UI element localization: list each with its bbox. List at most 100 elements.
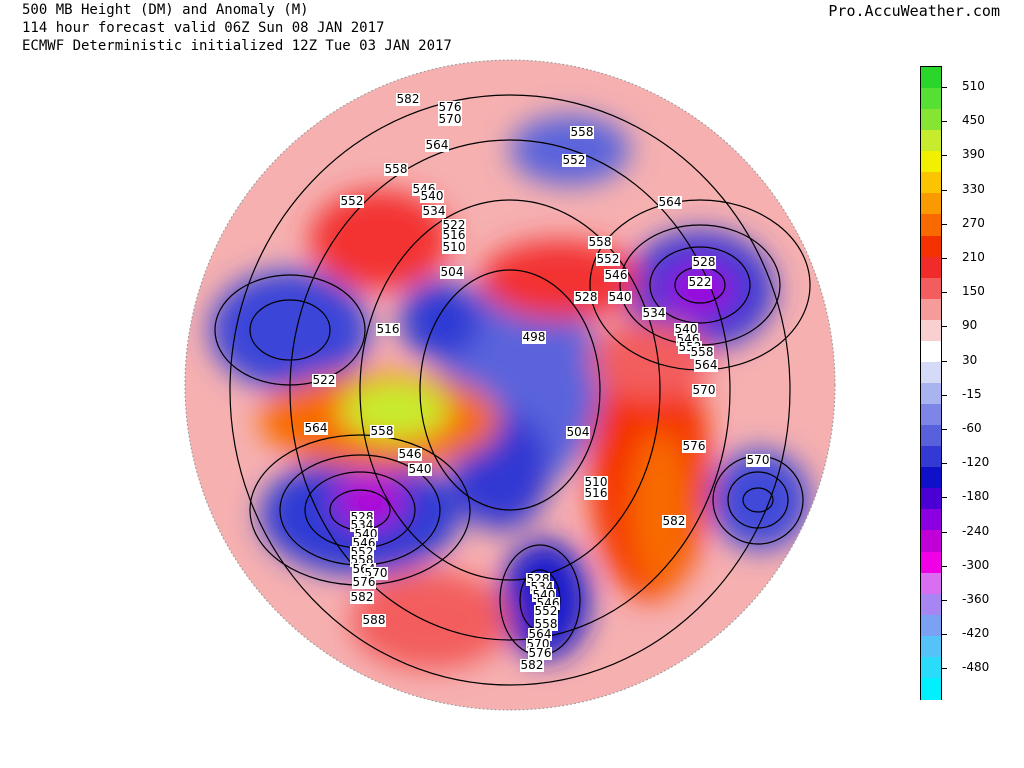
contour-label-text: 576 (683, 439, 706, 453)
contour-label-text: 564 (426, 138, 449, 152)
colorbar-label: -120 (962, 455, 990, 470)
colorbar-tick (942, 463, 947, 465)
colorbar-swatch (921, 467, 941, 490)
colorbar-swatch (921, 383, 941, 405)
colorbar-swatch (921, 551, 941, 574)
colorbar-tick (942, 121, 947, 123)
colorbar-swatch (921, 277, 941, 300)
colorbar-tick (942, 394, 947, 396)
contour-label-text: 534 (643, 306, 666, 320)
contour-label-text: 540 (675, 322, 698, 336)
contour-label-text: 540 (609, 290, 632, 304)
colorbar-swatch (921, 635, 941, 658)
colorbar-swatch (921, 340, 941, 363)
contour-label-text: 522 (313, 373, 336, 387)
contour-label: 540 (608, 290, 632, 304)
contour-label: 564 (425, 138, 449, 152)
contour-label: 546 (604, 268, 628, 282)
colorbar-swatch (921, 298, 941, 321)
colorbar-tick (942, 360, 947, 362)
colorbar-swatch (921, 319, 941, 342)
contour-label: 588 (362, 613, 386, 627)
contour-label-text: 576 (529, 646, 552, 660)
contour-label-text: 552 (341, 194, 364, 208)
contour-label: 576 (528, 646, 552, 660)
colorbar-tick (942, 634, 947, 636)
contour-label: 558 (370, 424, 394, 438)
colorbar-tick (942, 497, 947, 499)
colorbar-tick (942, 668, 947, 670)
colorbar-swatch (921, 235, 941, 258)
colorbar-label: 210 (962, 250, 985, 264)
colorbar-label: 390 (962, 147, 985, 162)
contour-label: 582 (662, 514, 686, 528)
colorbar-swatch (921, 130, 941, 153)
contour-label-text: 576 (439, 100, 462, 114)
colorbar-swatch (921, 593, 941, 616)
contour-label-text: 558 (371, 424, 394, 438)
contour-label-text: 510 (585, 475, 608, 489)
contour-label: 564 (694, 358, 718, 372)
contour-label: 510 (584, 475, 608, 489)
contour-label: 516 (442, 228, 466, 242)
colorbar-label: -360 (962, 592, 990, 606)
colorbar-label: -60 (962, 421, 982, 435)
contour-label-text: 558 (535, 617, 558, 631)
colorbar-swatch (921, 151, 941, 174)
contour-label: 516 (376, 322, 400, 336)
contour-label-text: 546 (399, 447, 422, 461)
contour-label: 498 (522, 330, 546, 344)
contour-label: 570 (438, 112, 462, 126)
contour-label-layer: 5825765705645585525465405345225165105045… (304, 92, 770, 672)
colorbar-tick (942, 189, 947, 191)
contour-label-text: 588 (363, 613, 386, 627)
contour-label-text: 570 (439, 112, 462, 126)
colorbar-swatch (921, 656, 941, 679)
colorbar-tick (942, 87, 947, 88)
contour-label: 540 (420, 189, 444, 203)
contour-label: 582 (350, 590, 374, 604)
contour-label: 564 (658, 195, 682, 209)
colorbar-label: -15 (962, 386, 982, 401)
contour-label-text: 558 (691, 345, 714, 359)
contour-label: 540 (674, 322, 698, 336)
contour-label-text: 582 (663, 514, 686, 528)
contour-label-text: 552 (597, 252, 620, 266)
contour-label: 528 (692, 255, 716, 269)
contour-label-text: 564 (305, 421, 328, 435)
contour-label-text: 570 (747, 453, 770, 467)
colorbar-label: 330 (962, 181, 985, 196)
contour-label: 552 (340, 194, 364, 208)
contour-label: 540 (408, 462, 432, 476)
map-boundary (184, 59, 836, 711)
contour-label: 528 (574, 290, 598, 304)
contour-label: 522 (442, 218, 466, 232)
contour-label-text: 516 (443, 228, 466, 242)
contour-label: 570 (746, 453, 770, 467)
contour-label: 558 (588, 235, 612, 249)
contour-label: 558 (570, 125, 594, 139)
colorbar-label: 270 (962, 215, 985, 230)
colorbar-swatch (921, 530, 941, 553)
contour-label-text: 528 (693, 255, 716, 269)
contour-label: 576 (682, 439, 706, 453)
contour-label-text: 582 (521, 658, 544, 672)
colorbar-label: -300 (962, 557, 990, 572)
colorbar-label: 150 (962, 284, 985, 299)
contour-label-text: 534 (423, 204, 446, 218)
colorbar-tick (942, 531, 947, 533)
contour-label: 504 (566, 425, 590, 439)
contour-label: 570 (692, 383, 716, 397)
contour-label: 582 (396, 92, 420, 106)
contour-label-text: 516 (585, 486, 608, 500)
contour-label: 558 (534, 617, 558, 631)
colorbar-swatch (921, 404, 941, 427)
contour-label: 546 (398, 447, 422, 461)
contour-label: 576 (352, 575, 376, 589)
colorbar-label: -480 (962, 660, 990, 675)
contour-label-text: 528 (575, 290, 598, 304)
anomaly-colorbar (920, 66, 947, 700)
contour-label-text: 570 (693, 383, 716, 397)
contour-label-text: 558 (571, 125, 594, 139)
